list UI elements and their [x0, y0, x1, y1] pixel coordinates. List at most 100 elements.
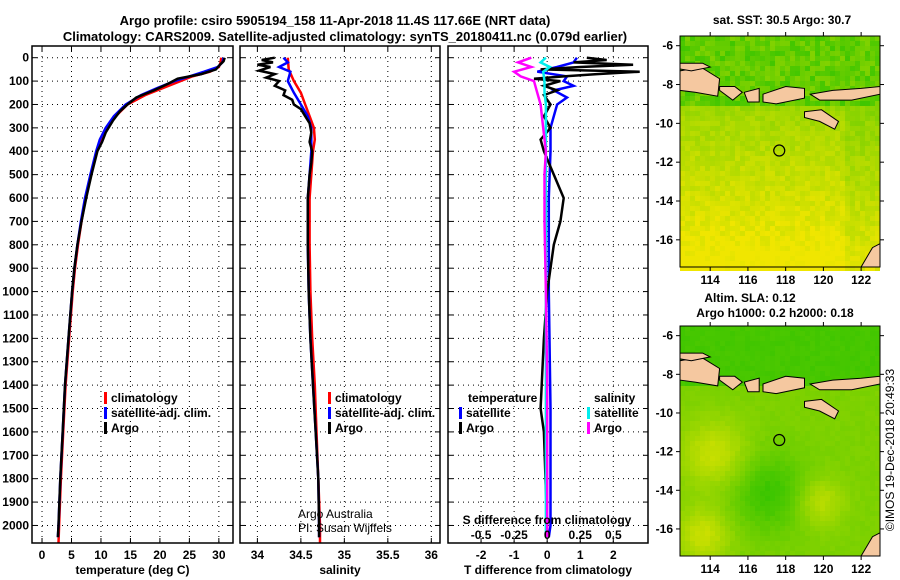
map-cell [755, 511, 760, 516]
map-cell [685, 431, 690, 436]
map-cell [855, 416, 860, 421]
map-cell [790, 166, 795, 171]
s-tick-label: 0 [544, 528, 551, 542]
map-cell [825, 536, 830, 541]
map-cell [750, 546, 755, 551]
map-cell [845, 56, 850, 61]
map-cell [690, 246, 695, 251]
map-cell [740, 61, 745, 66]
map-cell [690, 486, 695, 491]
map-cell [840, 166, 845, 171]
map-cell [750, 516, 755, 521]
map-cell [720, 496, 725, 501]
map-cell [745, 216, 750, 221]
map-cell [690, 241, 695, 246]
map-cell [740, 496, 745, 501]
map-cell [745, 151, 750, 156]
map-cell [820, 211, 825, 216]
map-cell [690, 341, 695, 346]
map-cell [765, 126, 770, 131]
map-cell [750, 86, 755, 91]
map-cell [840, 176, 845, 181]
map-cell [725, 536, 730, 541]
map-cell [700, 166, 705, 171]
map-cell [730, 226, 735, 231]
map-cell [725, 61, 730, 66]
map-cell [805, 61, 810, 66]
map-cell [685, 106, 690, 111]
map-cell [860, 426, 865, 431]
map-cell [685, 456, 690, 461]
map-cell [820, 76, 825, 81]
map-cell [775, 36, 780, 41]
map-cell [765, 536, 770, 541]
map-cell [810, 131, 815, 136]
map-cell [745, 106, 750, 111]
map-cell [700, 521, 705, 526]
map-cell [805, 76, 810, 81]
map-cell [800, 346, 805, 351]
map-cell [740, 406, 745, 411]
map-cell [725, 51, 730, 56]
map-cell [820, 361, 825, 366]
map-cell [680, 51, 685, 56]
map-cell [810, 526, 815, 531]
map-cell [845, 181, 850, 186]
map-cell [850, 326, 855, 331]
map-cell [820, 511, 825, 516]
map-cell [700, 486, 705, 491]
map-cell [820, 461, 825, 466]
map-cell [785, 136, 790, 141]
map-cell [735, 531, 740, 536]
map-cell [785, 536, 790, 541]
map-cell [780, 66, 785, 71]
map-cell [735, 491, 740, 496]
map-cell [800, 216, 805, 221]
map-cell [690, 516, 695, 521]
map-cell [750, 536, 755, 541]
map-cell [865, 536, 870, 541]
map-cell [845, 531, 850, 536]
map-cell [865, 446, 870, 451]
map-cell [705, 51, 710, 56]
map-cell [705, 36, 710, 41]
map-cell [830, 331, 835, 336]
map-cell [830, 441, 835, 446]
map-cell [845, 496, 850, 501]
map-cell [720, 266, 725, 271]
map-cell [875, 191, 880, 196]
map-cell [875, 456, 880, 461]
map-cell [865, 66, 870, 71]
map-cell [735, 441, 740, 446]
map-cell [805, 146, 810, 151]
map-cell [845, 156, 850, 161]
map-cell [770, 36, 775, 41]
map-cell [770, 161, 775, 166]
map-cell [750, 211, 755, 216]
y-tick-label: 400 [9, 144, 29, 158]
map-cell [715, 131, 720, 136]
map-cell [710, 106, 715, 111]
map-cell [870, 411, 875, 416]
map-cell [805, 336, 810, 341]
map-cell [705, 341, 710, 346]
map-cell [840, 456, 845, 461]
map-cell [810, 246, 815, 251]
map-cell [835, 466, 840, 471]
map-cell [715, 61, 720, 66]
map-cell [710, 156, 715, 161]
map-cell [745, 336, 750, 341]
map-cell [815, 361, 820, 366]
map-cell [690, 101, 695, 106]
map-cell [860, 466, 865, 471]
land-polygon [743, 87, 760, 103]
map-cell [785, 466, 790, 471]
map-cell [835, 211, 840, 216]
map-cell [865, 346, 870, 351]
map-cell [715, 136, 720, 141]
map-cell [755, 331, 760, 336]
map-cell [790, 61, 795, 66]
map-cell [705, 146, 710, 151]
map-cell [680, 446, 685, 451]
map-cell [710, 266, 715, 271]
